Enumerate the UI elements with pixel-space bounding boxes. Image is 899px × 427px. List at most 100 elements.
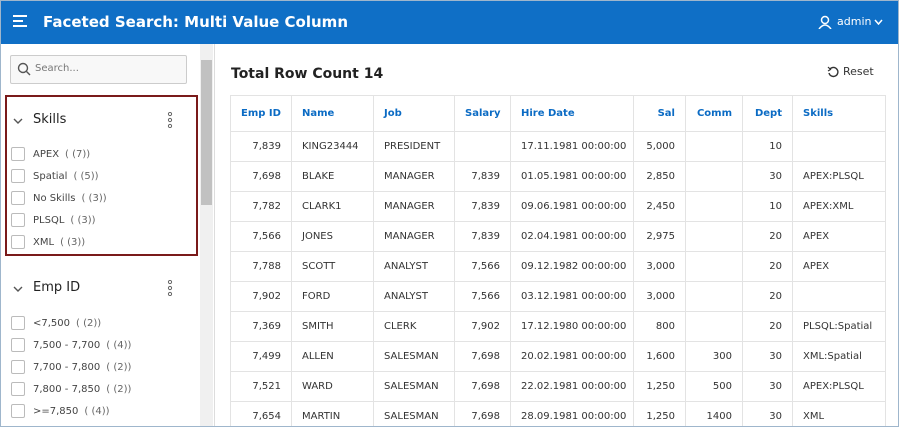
option-label: PLSQL bbox=[33, 215, 65, 226]
facet-option[interactable]: Spatial ( (5)) bbox=[11, 169, 99, 183]
cell: 7,839 bbox=[454, 221, 511, 252]
facet-title: Skills bbox=[33, 112, 67, 127]
menu-icon[interactable] bbox=[13, 15, 29, 27]
facet-option[interactable]: <7,500 ( (2)) bbox=[11, 316, 101, 330]
facet-option[interactable]: APEX ( (7)) bbox=[11, 147, 90, 161]
option-count: ( (3)) bbox=[70, 215, 96, 226]
cell: 30 bbox=[742, 371, 793, 402]
facet-option[interactable]: PLSQL ( (3)) bbox=[11, 213, 96, 227]
facet-option[interactable]: 7,500 - 7,700 ( (4)) bbox=[11, 338, 131, 352]
cell: JONES bbox=[291, 221, 374, 252]
highlight-box bbox=[5, 95, 198, 256]
cell: 20 bbox=[742, 251, 793, 282]
cell: APEX:XML bbox=[792, 191, 886, 222]
checkbox[interactable] bbox=[11, 191, 25, 205]
header-row: Emp ID Name Job Salary Hire Date Sal Comm Dept S… bbox=[230, 95, 886, 132]
column-header[interactable]: Comm bbox=[685, 95, 743, 132]
cell: MARTIN bbox=[291, 401, 374, 426]
cell: 02.04.1981 00:00:00 bbox=[510, 221, 634, 252]
report-region: Emp ID Name Job Salary Hire Date Sal Comm Dept S… bbox=[230, 95, 886, 426]
cell: 20.02.1981 00:00:00 bbox=[510, 341, 634, 372]
cell bbox=[685, 161, 743, 192]
option-label: Spatial bbox=[33, 171, 68, 182]
cell: 500 bbox=[685, 371, 743, 402]
column-header[interactable]: Emp ID bbox=[230, 95, 292, 132]
cell: 2,850 bbox=[633, 161, 686, 192]
cell: CLARK1 bbox=[291, 191, 374, 222]
cell: 1400 bbox=[685, 401, 743, 426]
cell: 7,839 bbox=[454, 161, 511, 192]
cell bbox=[685, 131, 743, 162]
cell: 7,782 bbox=[230, 191, 292, 222]
column-header[interactable]: Skills bbox=[792, 95, 886, 132]
facet-option[interactable]: 7,700 - 7,800 ( (2)) bbox=[11, 360, 131, 374]
cell: 1,600 bbox=[633, 341, 686, 372]
column-header[interactable]: Salary bbox=[454, 95, 511, 132]
facet-option[interactable]: XML ( (3)) bbox=[11, 235, 85, 249]
cell: 7,902 bbox=[230, 281, 292, 312]
cell bbox=[685, 221, 743, 252]
cell: 7,839 bbox=[454, 191, 511, 222]
cell: 7,698 bbox=[454, 341, 511, 372]
reset-button[interactable]: Reset bbox=[827, 65, 874, 78]
cell: 3,000 bbox=[633, 251, 686, 282]
facet-option[interactable]: 7,800 - 7,850 ( (2)) bbox=[11, 382, 131, 396]
option-count: ( (3)) bbox=[81, 193, 107, 204]
checkbox[interactable] bbox=[11, 316, 25, 330]
cell: 7,902 bbox=[454, 311, 511, 342]
data-row: 7,902 FORD ANALYST 7,566 03.12.1981 00:00:00… bbox=[230, 281, 886, 312]
column-header[interactable]: Dept bbox=[742, 95, 793, 132]
cell bbox=[685, 311, 743, 342]
option-label: APEX bbox=[33, 149, 60, 160]
cell: SALESMAN bbox=[373, 371, 455, 402]
checkbox[interactable] bbox=[11, 147, 25, 161]
column-header[interactable]: Name bbox=[291, 95, 374, 132]
cell: 1,250 bbox=[633, 371, 686, 402]
option-count: ( (4)) bbox=[106, 340, 132, 351]
checkbox[interactable] bbox=[11, 213, 25, 227]
cell: 300 bbox=[685, 341, 743, 372]
facet-header[interactable]: Skills bbox=[13, 111, 183, 132]
data-row: 7,369 SMITH CLERK 7,902 17.12.1980 00:00:00 8… bbox=[230, 311, 886, 342]
cell: BLAKE bbox=[291, 161, 374, 192]
facet-actions[interactable] bbox=[167, 111, 175, 132]
cell bbox=[685, 281, 743, 312]
checkbox[interactable] bbox=[11, 360, 25, 374]
facet-header[interactable]: Emp ID bbox=[13, 279, 183, 300]
checkbox[interactable] bbox=[11, 169, 25, 183]
facet-option[interactable]: No Skills ( (3)) bbox=[11, 191, 107, 205]
checkbox[interactable] bbox=[11, 235, 25, 249]
cell: APEX bbox=[792, 251, 886, 282]
facet-title: Emp ID bbox=[33, 280, 81, 295]
data-row: 7,499 ALLEN SALESMAN 7,698 20.02.1981 00:00:… bbox=[230, 341, 886, 372]
option-label: >=7,850 bbox=[33, 406, 79, 417]
checkbox[interactable] bbox=[11, 382, 25, 396]
column-header[interactable]: Sal bbox=[633, 95, 686, 132]
checkbox[interactable] bbox=[11, 404, 25, 418]
search-box[interactable]: Search... bbox=[10, 55, 187, 84]
cell: CLERK bbox=[373, 311, 455, 342]
user-menu[interactable]: admin bbox=[837, 15, 872, 28]
column-header[interactable]: Hire Date bbox=[510, 95, 634, 132]
cell: SMITH bbox=[291, 311, 374, 342]
option-label: XML bbox=[33, 237, 55, 248]
facet-actions[interactable] bbox=[167, 279, 175, 300]
checkbox[interactable] bbox=[11, 338, 25, 352]
user-icon bbox=[818, 15, 832, 29]
cell: APEX:PLSQL bbox=[792, 371, 886, 402]
cell: 7,499 bbox=[230, 341, 292, 372]
facet-panel: Search... Skills APEX ( (7)) Spatial ( (5)) N… bbox=[1, 44, 215, 426]
facet-option[interactable]: >=7,850 ( (4)) bbox=[11, 404, 110, 418]
data-row: 7,782 CLARK1 MANAGER 7,839 09.06.1981 00:00:… bbox=[230, 191, 886, 222]
cell: 5,000 bbox=[633, 131, 686, 162]
reset-label: Reset bbox=[843, 65, 874, 78]
cell: PRESIDENT bbox=[373, 131, 455, 162]
cell: FORD bbox=[291, 281, 374, 312]
cell bbox=[685, 251, 743, 282]
data-row: 7,698 BLAKE MANAGER 7,839 01.05.1981 00:00:0… bbox=[230, 161, 886, 192]
data-row: 7,654 MARTIN SALESMAN 7,698 28.09.1981 00:00… bbox=[230, 401, 886, 426]
column-header[interactable]: Job bbox=[373, 95, 455, 132]
cell: MANAGER bbox=[373, 161, 455, 192]
option-count: ( (3)) bbox=[60, 237, 86, 248]
cell: 01.05.1981 00:00:00 bbox=[510, 161, 634, 192]
